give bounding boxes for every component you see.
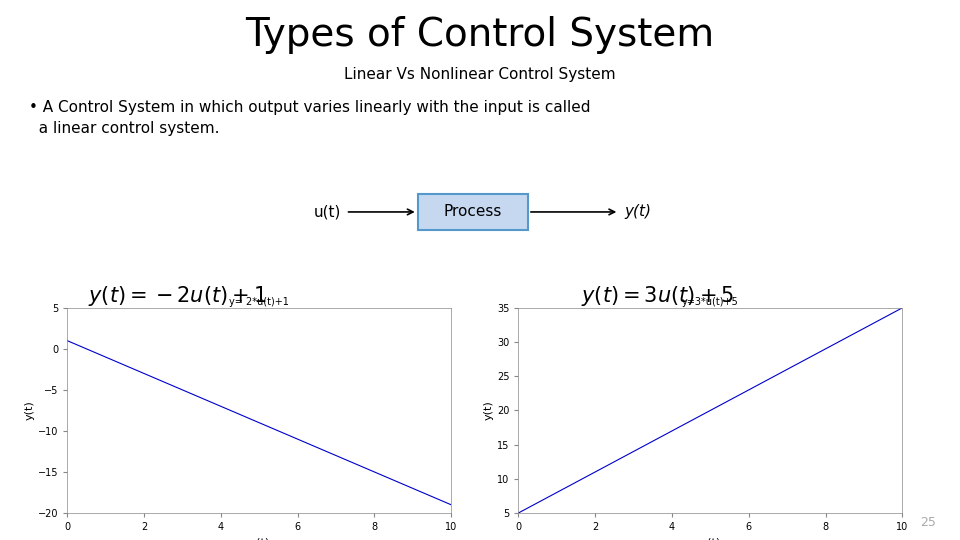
Text: • A Control System in which output varies linearly with the input is called: • A Control System in which output varie… xyxy=(29,100,590,115)
Text: u(t): u(t) xyxy=(313,205,341,219)
Title: y=3*u(t)+5: y=3*u(t)+5 xyxy=(682,297,739,307)
Text: Linear Vs Nonlinear Control System: Linear Vs Nonlinear Control System xyxy=(345,68,615,83)
Y-axis label: y(t): y(t) xyxy=(484,401,494,420)
Text: $y(t) = -2u(t)+1$: $y(t) = -2u(t)+1$ xyxy=(88,284,267,307)
Text: 25: 25 xyxy=(920,516,936,529)
Title: y= 2*u(t)+1: y= 2*u(t)+1 xyxy=(229,297,289,307)
Text: Types of Control System: Types of Control System xyxy=(246,16,714,54)
Text: Process: Process xyxy=(444,205,502,219)
Text: y(t): y(t) xyxy=(624,205,651,219)
Text: $y(t) = 3u(t)+5$: $y(t) = 3u(t)+5$ xyxy=(581,284,734,307)
Y-axis label: y(t): y(t) xyxy=(25,401,35,420)
X-axis label: u(t): u(t) xyxy=(249,538,270,540)
X-axis label: u(t): u(t) xyxy=(700,538,721,540)
Text: a linear control system.: a linear control system. xyxy=(29,122,219,137)
